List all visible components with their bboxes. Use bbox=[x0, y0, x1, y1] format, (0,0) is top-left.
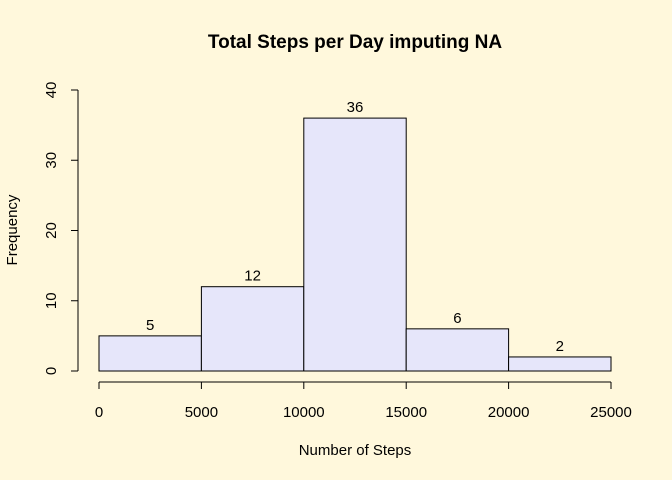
x-tick-label-5: 20000 bbox=[488, 404, 530, 421]
chart-title: Total Steps per Day imputing NA bbox=[208, 32, 502, 53]
x-tick-label-1: 0 bbox=[95, 404, 103, 421]
y-tick-label-4: 30 bbox=[43, 152, 60, 169]
bar-2 bbox=[200, 286, 305, 372]
y-tick-label-2: 10 bbox=[43, 292, 60, 309]
bar-value-label-4: 6 bbox=[453, 310, 461, 327]
x-axis: 0 5000 10000 15000 20000 25000 bbox=[95, 381, 632, 421]
x-tick-label-3: 10000 bbox=[283, 404, 325, 421]
x-tick-label-2: 5000 bbox=[185, 404, 218, 421]
bars-group bbox=[98, 117, 612, 372]
x-axis-label: Number of Steps bbox=[299, 442, 412, 459]
bar-5 bbox=[508, 356, 612, 372]
bar-value-label-2: 12 bbox=[244, 268, 261, 285]
y-axis-label: Frequency bbox=[4, 194, 21, 265]
bar-1 bbox=[98, 335, 202, 372]
y-tick-label-5: 40 bbox=[43, 82, 60, 99]
x-tick-label-4: 15000 bbox=[385, 404, 427, 421]
y-tick-label-3: 20 bbox=[43, 222, 60, 239]
bar-3 bbox=[303, 117, 407, 372]
bar-value-label-1: 5 bbox=[146, 317, 154, 334]
bar-value-label-5: 2 bbox=[556, 338, 564, 355]
x-tick-label-6: 25000 bbox=[590, 404, 632, 421]
bar-value-label-3: 36 bbox=[347, 99, 364, 116]
bar-4 bbox=[405, 328, 510, 372]
y-axis: 0 10 20 30 40 bbox=[43, 82, 79, 375]
y-tick-label-1: 0 bbox=[43, 367, 60, 375]
bar-labels-group: 5 12 36 6 2 bbox=[146, 99, 564, 355]
